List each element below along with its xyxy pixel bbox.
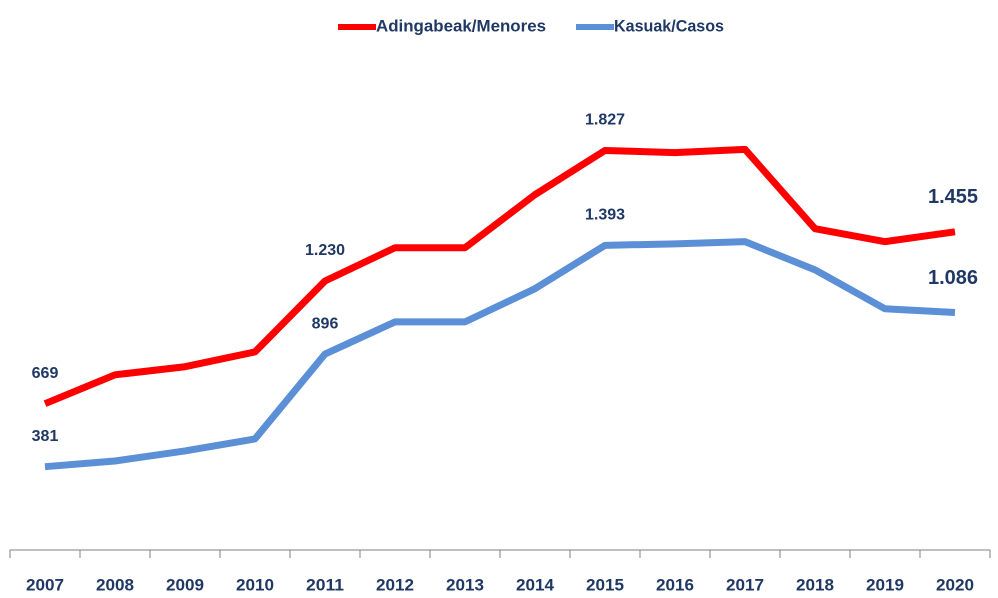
x-tick-label: 2018 — [796, 575, 834, 594]
legend-label: Kasuak/Casos — [614, 16, 724, 35]
data-label: 1.455 — [928, 186, 978, 208]
x-tick-label: 2009 — [166, 575, 204, 594]
x-tick-label: 2017 — [726, 575, 764, 594]
data-label: 1.393 — [585, 207, 625, 224]
data-label: 669 — [32, 365, 59, 382]
x-tick-label: 2011 — [306, 575, 344, 594]
x-tick-label: 2010 — [236, 575, 274, 594]
legend-label: Adingabeak/Menores — [376, 16, 546, 35]
data-label: 1.230 — [305, 242, 345, 259]
x-tick-label: 2008 — [96, 575, 134, 594]
x-tick-label: 2014 — [516, 575, 555, 594]
series-line — [44, 238, 956, 471]
x-tick-label: 2015 — [586, 575, 624, 594]
x-tick-label: 2019 — [866, 575, 904, 594]
data-label: 381 — [32, 428, 59, 445]
data-label: 896 — [312, 315, 339, 332]
x-tick-label: 2013 — [446, 575, 484, 594]
x-tick-label: 2020 — [936, 575, 974, 594]
x-tick-label: 2007 — [26, 575, 64, 594]
data-label: 1.827 — [585, 112, 625, 129]
series-line — [43, 145, 956, 407]
x-tick-label: 2016 — [656, 575, 694, 594]
x-tick-label: 2012 — [376, 575, 414, 594]
data-label: 1.086 — [928, 267, 978, 289]
